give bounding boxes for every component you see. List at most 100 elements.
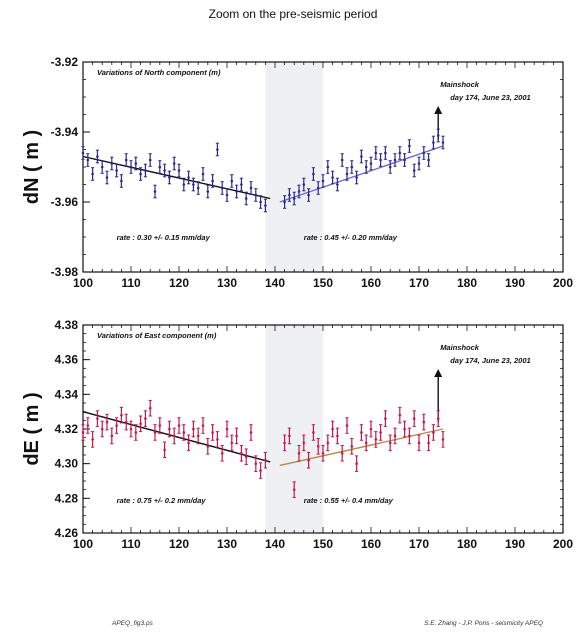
data-point [187,176,190,179]
data-point [196,186,200,190]
mainshock-arrowhead [434,106,443,114]
data-point [259,469,262,472]
data-point [408,434,411,438]
data-point [216,148,219,151]
mainshock-arrowhead [434,369,443,377]
data-point [264,204,267,207]
y-axis-label: dE ( m ) [21,392,43,465]
x-tick-label: 170 [409,276,429,290]
data-point [124,420,128,424]
data-point [432,431,435,434]
data-point [345,424,349,427]
data-point [307,458,310,462]
data-point [316,186,320,190]
data-point [129,165,133,169]
data-point [340,158,344,162]
data-point [172,162,176,165]
x-tick-label: 150 [313,537,333,551]
data-point [336,434,339,438]
data-point [427,441,430,445]
footer-left: APEQ_fig3.ps [111,620,154,627]
data-point [283,441,286,445]
data-point [297,451,301,455]
data-point [139,172,142,176]
x-tick-label: 200 [553,276,573,290]
data-point [307,193,310,197]
data-point [115,424,118,427]
x-tick-label: 130 [217,537,237,551]
data-point [360,155,363,158]
data-point [225,427,229,431]
data-point [153,190,157,193]
data-point [86,158,90,162]
data-point [369,427,373,431]
data-point [182,183,186,186]
data-point [283,200,286,204]
y-tick-label: 4.30 [55,457,79,471]
data-point [331,176,334,179]
data-point [225,193,229,197]
data-point [379,158,382,162]
data-point [115,169,118,172]
data-point [240,183,243,186]
data-point [259,200,262,204]
data-point [172,434,176,438]
data-point [148,406,152,410]
data-point [168,427,171,431]
y-tick-label: -3.98 [51,265,79,279]
data-point [345,172,349,176]
data-point [235,190,238,193]
data-point [254,462,258,465]
x-tick-label: 110 [121,537,141,551]
y-tick-label: -3.96 [51,195,79,209]
panel-title: Variations of North component (m) [97,68,221,77]
x-tick-label: 110 [121,276,141,290]
data-point [86,424,90,427]
data-point [331,427,334,431]
data-point [379,431,382,434]
gap-band [265,62,323,272]
data-point [384,417,387,420]
data-point [206,190,210,193]
mainshock-date: day 174, June 23, 2001 [450,356,530,365]
figure-subtitle: Zoom on the pre-seismic period [209,7,378,21]
data-point [196,434,200,438]
data-point [398,413,402,417]
data-point [427,158,430,162]
mainshock-label: Mainshock [440,343,480,352]
data-point [355,176,358,179]
y-tick-label: 4.36 [55,353,79,367]
data-point [187,441,190,445]
data-point [412,169,416,172]
x-tick-label: 150 [313,276,333,290]
data-point [326,441,330,445]
trend-line-post [279,145,444,203]
y-tick-label: 4.32 [55,422,79,436]
y-tick-label: 4.28 [55,491,79,505]
data-point [192,183,195,186]
y-axis-label: dN ( m ) [21,130,43,204]
data-point [153,431,157,434]
x-tick-label: 100 [73,537,93,551]
east-panel: 100 110 120 130 140 150 160 170 180 190 200 4.38 4.3… [21,318,573,551]
data-point [436,134,440,137]
data-point [312,431,315,434]
data-point [249,431,253,434]
data-point [134,431,138,434]
data-point [316,445,320,448]
data-point [292,488,296,491]
data-point [422,420,426,424]
rate-pre-label: rate : 0.30 +/- 0.15 mm/day [117,233,211,242]
footer-right: S.E. Zhang - J.P. Pons - seismicity APEQ [424,620,543,627]
data-point [240,451,243,455]
data-point [158,424,162,427]
rate-post-label: rate : 0.55 +/- 0.4 mm/day [304,496,394,505]
data-point [326,165,330,169]
data-point [384,151,387,155]
data-point [254,193,258,197]
y-tick-label: 4.34 [55,387,79,401]
data-point [120,413,123,417]
mainshock-date: day 174, June 23, 2001 [450,93,530,102]
data-point [374,151,378,155]
y-tick-label: -3.92 [51,55,79,69]
